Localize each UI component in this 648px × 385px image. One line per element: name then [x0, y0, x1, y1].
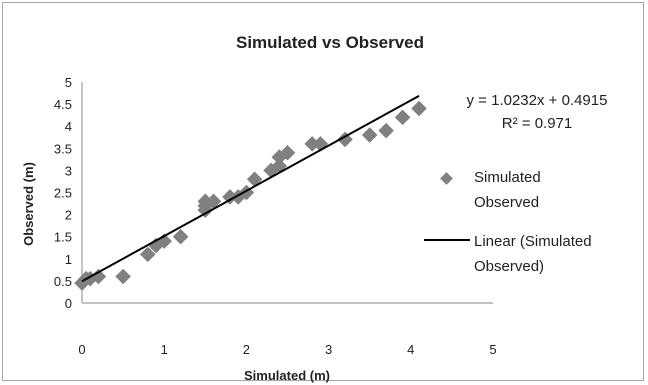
- data-point: [115, 268, 131, 285]
- chart-frame: [2, 2, 644, 381]
- trendline: [81, 94, 420, 283]
- data-point: [337, 131, 353, 148]
- y-tick-label: 2: [65, 208, 72, 223]
- x-tick-label: 2: [243, 342, 250, 357]
- x-tick-label: 0: [78, 342, 85, 357]
- legend-trendline-label-line2: Observed): [474, 258, 544, 275]
- trendline-r-squared: R² = 0.971: [502, 115, 572, 132]
- legend-trendline-label-line1: Linear (Simulated: [474, 233, 592, 250]
- y-tick-label: 1.5: [54, 230, 72, 245]
- data-point: [279, 144, 296, 161]
- data-point: [394, 109, 411, 126]
- trendline-equation: y = 1.0232x + 0.4915: [467, 92, 608, 109]
- x-axis-title: Simulated (m): [244, 368, 330, 383]
- y-axis-title: Observed (m): [21, 162, 36, 246]
- x-tick-label: 1: [161, 342, 168, 357]
- y-tick-label: 5: [65, 75, 72, 90]
- y-tick-label: 0: [65, 296, 72, 311]
- y-tick-label: 3: [65, 163, 72, 178]
- y-tick-label: 4: [65, 119, 72, 134]
- data-point: [197, 193, 214, 210]
- legend-series-label-line2: Observed: [474, 194, 539, 211]
- x-axis-ticks: 0 1 2 3 4 5: [78, 342, 496, 357]
- data-point: [411, 100, 427, 117]
- y-tick-label: 4.5: [54, 97, 72, 112]
- legend: Simulated Observed Linear (Simulated Obs…: [424, 169, 592, 275]
- legend-series-label-line1: Simulated: [474, 169, 541, 186]
- x-tick-label: 3: [325, 342, 332, 357]
- y-tick-label: 3.5: [54, 141, 72, 156]
- data-point: [246, 171, 263, 188]
- x-tick-label: 5: [489, 342, 496, 357]
- data-points: [74, 100, 427, 291]
- data-point: [139, 246, 156, 263]
- y-tick-label: 0.5: [54, 274, 72, 289]
- data-point: [172, 228, 189, 245]
- y-axis-ticks: 0 0.5 1 1.5 2 2.5 3 3.5 4 4.5 5: [54, 75, 72, 311]
- x-tick-label: 4: [407, 342, 414, 357]
- data-point: [304, 136, 320, 152]
- data-point: [222, 189, 238, 205]
- data-point: [378, 122, 394, 139]
- chart-title: Simulated vs Observed: [236, 33, 424, 52]
- data-point: [205, 193, 222, 210]
- y-tick-label: 2.5: [54, 186, 72, 201]
- y-tick-label: 1: [65, 252, 72, 267]
- legend-marker-diamond: [440, 172, 453, 185]
- data-point: [361, 127, 378, 143]
